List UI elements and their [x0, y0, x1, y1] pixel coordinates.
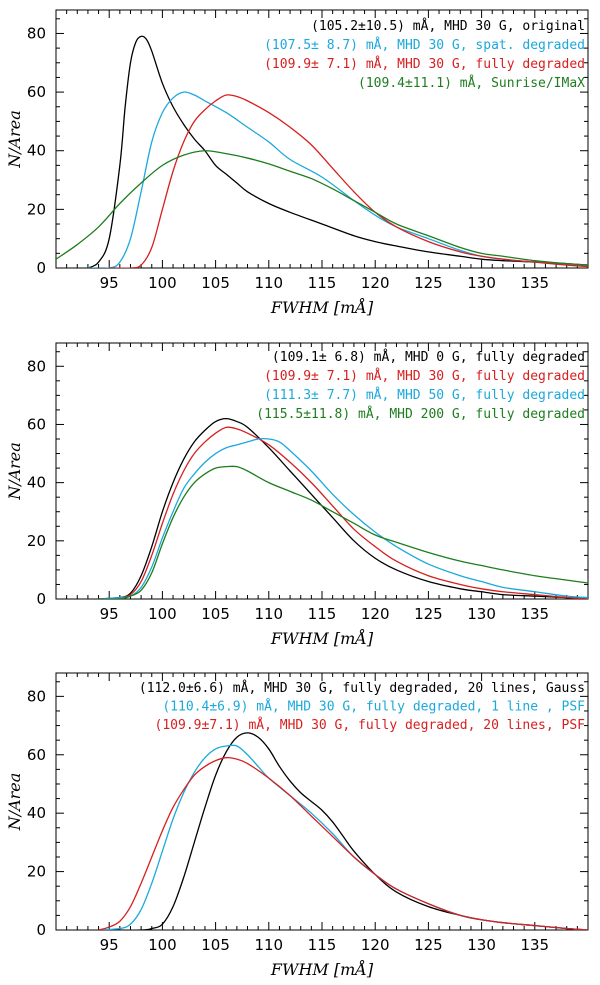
series-group [98, 417, 588, 599]
legend-entry: (109.9±7.1) mÅ, MHD 30 G, fully degraded… [155, 717, 586, 733]
x-tick-label: 115 [308, 274, 337, 292]
x-tick-label: 100 [148, 274, 177, 292]
y-tick-label: 20 [27, 200, 46, 218]
y-axis-label: N/Area [5, 442, 24, 501]
panel-bottom: 95 100 105 110 115 120 125 130 135 0 20 40 60 80 FWHM … [5, 672, 589, 979]
y-tick-label: 60 [27, 415, 46, 433]
panel-middle: 95 100 105 110 115 120 125 130 135 0 20 40 60 80 FWHM … [5, 342, 589, 648]
x-tick-label: 110 [254, 936, 283, 954]
y-tick-label: 40 [27, 142, 46, 160]
y-axis-label: N/Area [5, 773, 24, 832]
x-tick-label: 105 [201, 605, 230, 623]
legend: (105.2±10.5) mÅ, MHD 30 G, original (107.… [264, 18, 585, 91]
series-line-0 [98, 732, 588, 930]
legend-entry: (105.2±10.5) mÅ, MHD 30 G, original [311, 18, 585, 34]
legend-entry: (110.4±6.9) mÅ, MHD 30 G, fully degraded… [162, 699, 585, 715]
x-tick-label: 125 [414, 274, 443, 292]
series-line-3 [56, 150, 588, 266]
x-tick-label: 130 [467, 936, 496, 954]
series-line-1 [87, 91, 588, 268]
x-tick-label: 135 [520, 605, 549, 623]
series-line-3 [98, 465, 588, 599]
x-tick-label: 100 [148, 936, 177, 954]
y-tick-label: 60 [27, 746, 46, 764]
x-axis-label: FWHM [mÅ] [270, 959, 374, 979]
x-tick-label: 110 [254, 605, 283, 623]
series-line-2 [98, 437, 588, 599]
x-tick-label: 130 [467, 605, 496, 623]
series-line-2 [109, 94, 588, 268]
x-tick-label: 135 [520, 936, 549, 954]
x-tick-label: 95 [100, 936, 119, 954]
series-line-0 [87, 35, 588, 268]
y-tick-label: 0 [36, 590, 46, 608]
y-tick-label: 0 [36, 259, 46, 277]
y-tick-label: 20 [27, 532, 46, 550]
legend-entry: (111.3± 7.7) mÅ, MHD 50 G, fully degrade… [264, 387, 585, 403]
series-line-1 [98, 426, 588, 599]
x-tick-label: 120 [361, 274, 390, 292]
panel-top: 95 100 105 110 115 120 125 130 135 0 20 40 60 80 FWHM … [5, 9, 589, 317]
y-tick-label: 40 [27, 474, 46, 492]
y-tick-label: 80 [27, 357, 46, 375]
legend-entry: (112.0±6.6) mÅ, MHD 30 G, fully degraded… [139, 680, 585, 696]
legend-entry: (115.5±11.8) mÅ, MHD 200 G, fully degrad… [256, 406, 585, 422]
y-axis-label: N/Area [5, 110, 24, 169]
y-tick-label: 80 [27, 24, 46, 42]
y-tick-label: 20 [27, 863, 46, 881]
x-tick-label: 135 [520, 274, 549, 292]
y-tick-label: 60 [27, 83, 46, 101]
x-tick-label: 115 [308, 936, 337, 954]
y-tick-label: 80 [27, 687, 46, 705]
x-axis-label: FWHM [mÅ] [270, 628, 374, 648]
x-tick-label: 105 [201, 936, 230, 954]
x-tick-label: 95 [100, 274, 119, 292]
x-tick-label: 110 [254, 274, 283, 292]
y-tick-label: 40 [27, 804, 46, 822]
x-tick-label: 120 [361, 936, 390, 954]
y-tick-label: 0 [36, 921, 46, 939]
x-tick-label: 100 [148, 605, 177, 623]
legend-entry: (109.9± 7.1) mÅ, MHD 30 G, fully degrade… [264, 368, 585, 384]
series-group [98, 732, 588, 930]
series-group [56, 35, 588, 268]
legend-entry: (109.1± 6.8) mÅ, MHD 0 G, fully degraded [272, 349, 585, 365]
legend-entry: (107.5± 8.7) mÅ, MHD 30 G, spat. degrade… [264, 37, 585, 53]
x-tick-label: 115 [308, 605, 337, 623]
x-tick-label: 105 [201, 274, 230, 292]
legend: (112.0±6.6) mÅ, MHD 30 G, fully degraded… [139, 680, 585, 733]
x-axis-label: FWHM [mÅ] [270, 297, 374, 317]
series-line-2 [98, 756, 588, 930]
x-tick-label: 125 [414, 936, 443, 954]
x-tick-label: 125 [414, 605, 443, 623]
legend: (109.1± 6.8) mÅ, MHD 0 G, fully degraded… [256, 349, 585, 422]
x-tick-label: 130 [467, 274, 496, 292]
x-tick-label: 95 [100, 605, 119, 623]
legend-entry: (109.9± 7.1) mÅ, MHD 30 G, fully degrade… [264, 56, 585, 72]
series-line-0 [98, 417, 588, 599]
x-tick-label: 120 [361, 605, 390, 623]
legend-entry: (109.4±11.1) mÅ, Sunrise/IMaX [358, 75, 585, 91]
